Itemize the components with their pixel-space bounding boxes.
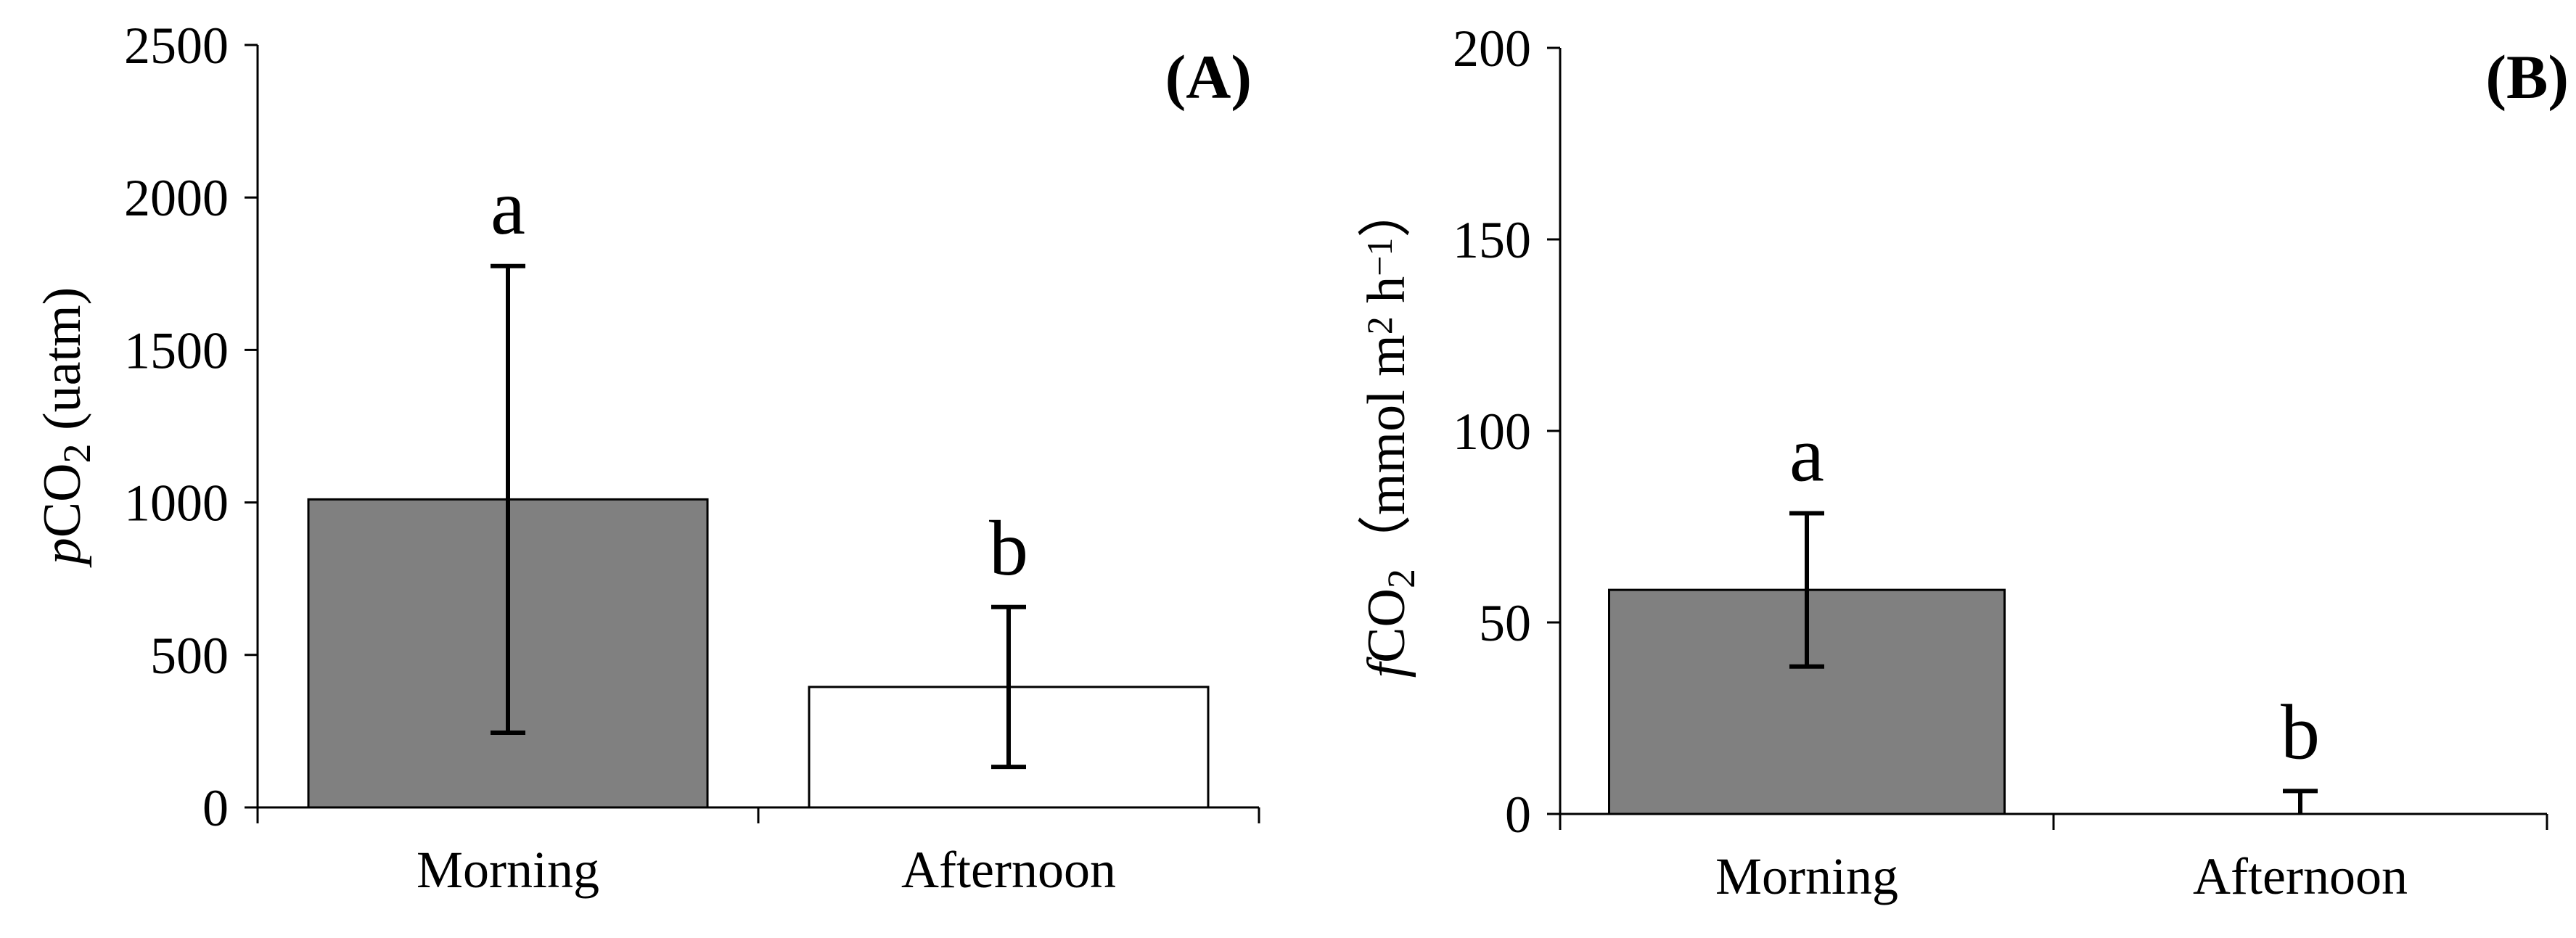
category-label: Afternoon xyxy=(2193,847,2408,905)
y-tick-label: 0 xyxy=(1505,786,1531,844)
panel-b: 0 50 100 150 200 Morning Afternoon a b (B) fCO2（mm… xyxy=(1357,20,2569,905)
y-axis-label: pCO2 (uatm) xyxy=(33,287,99,569)
panel-label: (B) xyxy=(2485,42,2569,112)
y-tick-label: 500 xyxy=(150,627,229,685)
y-tick-label: 2000 xyxy=(124,169,229,227)
category-label: Morning xyxy=(417,841,599,899)
y-tick-label: 0 xyxy=(202,779,229,837)
significance-letter: a xyxy=(1789,412,1824,498)
y-tick-label: 150 xyxy=(1453,211,1531,269)
y-tick-label: 1500 xyxy=(124,321,229,379)
significance-letter: a xyxy=(491,165,525,251)
y-tick-label: 2500 xyxy=(124,17,229,75)
y-tick-label: 1000 xyxy=(124,474,229,532)
significance-letter: b xyxy=(989,506,1028,592)
category-label: Morning xyxy=(1715,847,1898,905)
category-label: Afternoon xyxy=(901,841,1116,899)
y-tick-label: 50 xyxy=(1479,594,1531,652)
y-axis-label: fCO2（mmol m2 h−1） xyxy=(1357,184,1423,678)
panel-a: 0 500 1000 1500 2000 2500 Morning Afternoon a b (A… xyxy=(33,17,1260,899)
y-tick-label: 100 xyxy=(1453,403,1531,461)
y-tick-label: 200 xyxy=(1453,20,1531,78)
panel-label: (A) xyxy=(1165,42,1252,112)
significance-letter: b xyxy=(2281,689,2320,776)
